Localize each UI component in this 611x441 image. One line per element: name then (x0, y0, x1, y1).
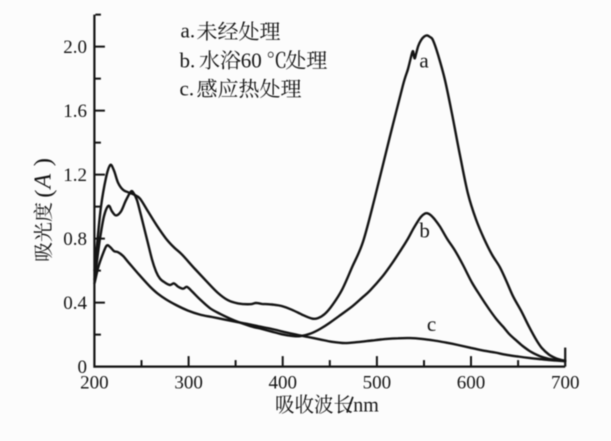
svg-text:200: 200 (80, 373, 109, 394)
svg-text:0.4: 0.4 (63, 293, 87, 314)
svg-text:a: a (419, 49, 429, 73)
svg-text:1.2: 1.2 (63, 165, 87, 186)
svg-text:0: 0 (78, 357, 88, 378)
svg-text:300: 300 (174, 373, 203, 394)
svg-text:): ) (30, 158, 57, 166)
svg-text:(: ( (31, 190, 58, 198)
svg-text:b.: b. (180, 48, 196, 72)
svg-text:A: A (31, 174, 57, 191)
svg-text:700: 700 (551, 373, 580, 394)
svg-text:2.0: 2.0 (63, 37, 87, 58)
svg-text:60: 60 (241, 48, 262, 72)
svg-text:1.6: 1.6 (63, 101, 87, 122)
svg-text:a.: a. (181, 18, 196, 42)
svg-text:0.8: 0.8 (63, 229, 87, 250)
svg-text:c: c (427, 312, 436, 336)
svg-text:600: 600 (457, 373, 486, 394)
svg-text:b: b (419, 219, 430, 243)
svg-text:c.: c. (180, 77, 195, 101)
svg-text:nm: nm (353, 395, 379, 417)
svg-text:500: 500 (363, 373, 392, 394)
svg-text:400: 400 (268, 373, 297, 394)
